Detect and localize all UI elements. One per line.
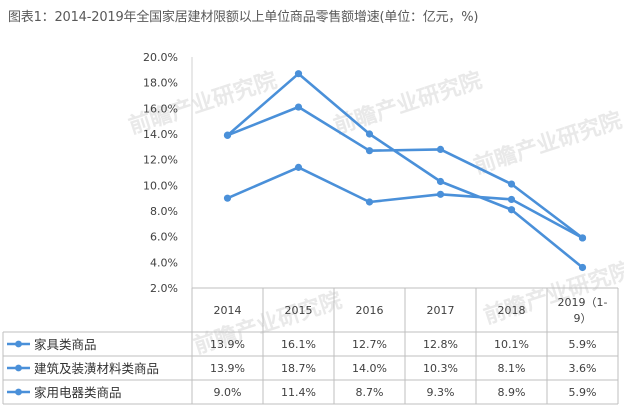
x-category-label: 2017 (427, 304, 455, 317)
data-value: 14.0% (352, 362, 387, 375)
data-value: 12.8% (423, 338, 458, 351)
data-value: 9.3% (427, 386, 455, 399)
legend-label: 建筑及装潢材料类商品 (34, 361, 159, 376)
legend-marker (15, 364, 22, 372)
y-tick-label: 2.0% (150, 282, 178, 295)
data-point (294, 103, 303, 111)
data-point (294, 163, 303, 171)
y-tick-label: 8.0% (150, 205, 178, 218)
data-point (365, 198, 374, 206)
data-point (223, 131, 232, 139)
series-line-2 (226, 72, 584, 269)
y-tick-label: 4.0% (150, 256, 178, 269)
data-point (507, 206, 516, 214)
data-value: 16.1% (281, 338, 316, 351)
y-tick-label: 10.0% (143, 179, 178, 192)
y-tick-label: 14.0% (143, 128, 178, 141)
legend-marker (15, 388, 22, 396)
data-point (436, 145, 445, 153)
data-value: 18.7% (281, 362, 316, 375)
legend-label: 家具类商品 (34, 337, 97, 352)
data-value: 8.1% (498, 362, 526, 375)
data-point (365, 147, 374, 155)
data-point (507, 195, 516, 204)
data-value: 13.9% (210, 362, 245, 375)
data-value: 10.3% (423, 362, 458, 375)
data-value: 11.4% (281, 386, 316, 399)
data-value: 13.9% (210, 338, 245, 351)
legend-label: 家用电器类商品 (34, 385, 122, 400)
x-category-label: 2019（1- (558, 296, 608, 309)
watermark-text: 前瞻产业研究院 (481, 257, 624, 329)
data-value: 12.7% (352, 338, 387, 351)
x-category-label: 2016 (356, 304, 384, 317)
data-point (578, 234, 587, 242)
y-axis: 2.0% 4.0% 6.0% 8.0% 10.0% 12.0% 14.0% 16.0% 18.0… (143, 51, 193, 295)
x-category-label: 2015 (285, 304, 313, 317)
series-line-1 (227, 105, 584, 239)
series-line-3 (226, 166, 584, 240)
data-value: 3.6% (569, 362, 597, 375)
data-point (294, 70, 303, 78)
data-point (507, 180, 516, 188)
x-category-label: 2018 (498, 304, 526, 317)
y-tick-label: 6.0% (150, 231, 178, 244)
data-value: 5.9% (569, 338, 597, 351)
data-point (365, 130, 374, 138)
legend-marker (15, 340, 22, 348)
series-lines (223, 70, 587, 272)
data-point (223, 194, 232, 202)
watermark-text: 前瞻产业研究院 (331, 67, 486, 139)
y-tick-label: 16.0% (143, 102, 178, 115)
data-value: 8.9% (498, 386, 526, 399)
y-tick-label: 18.0% (143, 77, 178, 90)
data-value: 8.7% (356, 386, 384, 399)
data-value: 9.0% (214, 386, 242, 399)
chart-title: 图表1：2014-2019年全国家居建材限额以上单位商品零售额增速(单位：亿元，… (8, 10, 479, 25)
x-category-label: 2014 (214, 304, 242, 317)
data-point (578, 263, 587, 272)
data-point (436, 177, 445, 186)
data-table: 2014 2015 2016 2017 2018 2019（1- 9） 家具类商品 13.9% 1… (2, 287, 619, 405)
x-category-label: 9） (574, 312, 592, 325)
y-tick-label: 20.0% (143, 51, 178, 64)
data-value: 5.9% (569, 386, 597, 399)
watermark-text: 前瞻产业研究院 (471, 107, 624, 179)
y-tick-label: 12.0% (143, 154, 178, 167)
data-value: 10.1% (494, 338, 529, 351)
data-point (436, 190, 445, 198)
